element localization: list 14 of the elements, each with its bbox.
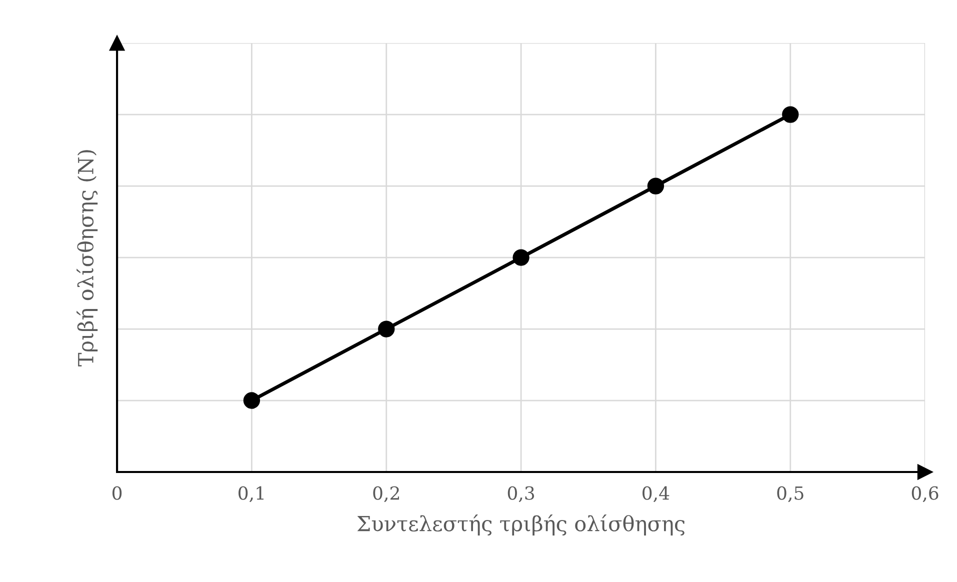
x-tick-label: 0,4 (642, 486, 670, 502)
x-tick-label: 0,2 (373, 486, 399, 502)
y-axis-title: Τριβή ολίσθησης (N) (76, 150, 98, 366)
point (243, 392, 260, 409)
point (782, 106, 799, 123)
point (512, 249, 530, 266)
x-tick-label: 0,1 (238, 486, 264, 502)
point (378, 320, 395, 338)
x-tick-label: 0 (112, 486, 122, 500)
point (647, 178, 664, 194)
x-tick-label: 0,3 (508, 486, 534, 502)
x-axis-title: Συντελεστής τριβής ολίσθησης (357, 514, 684, 536)
x-tick-label: 0,5 (777, 486, 804, 502)
x-tick-label: 0,6 (912, 486, 938, 502)
